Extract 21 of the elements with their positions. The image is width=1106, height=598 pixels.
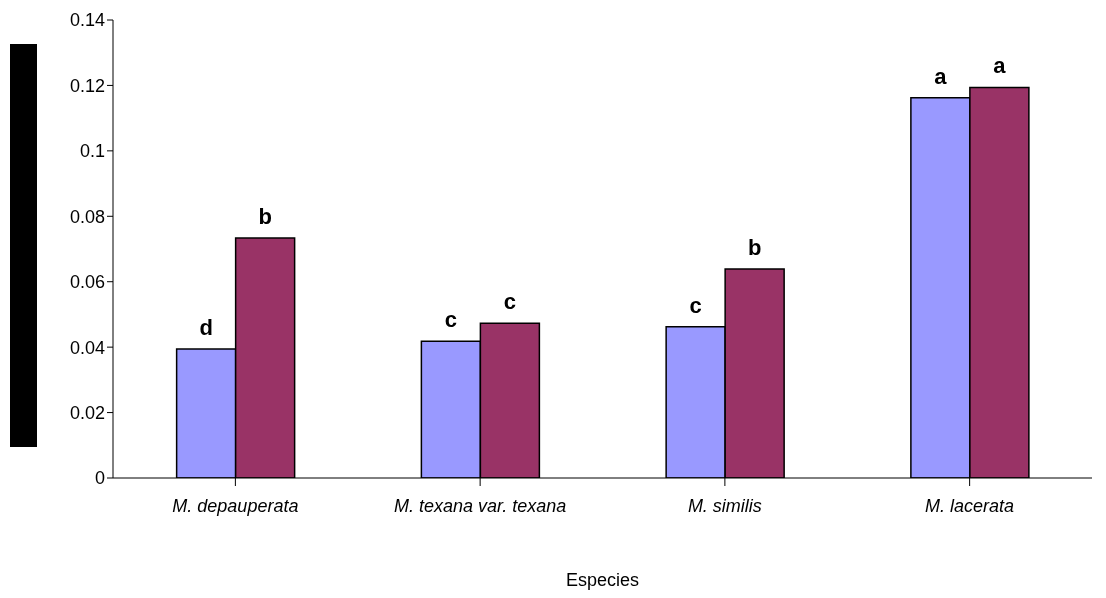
data-label: b [258, 203, 272, 229]
data-label: c [689, 292, 702, 318]
x-axis-title: Especies [565, 570, 640, 590]
y-tick-label: 0.06 [69, 272, 105, 293]
data-label: c [503, 289, 517, 315]
x-tick-label: M. texana var. texana [393, 496, 567, 516]
y-tick-label: 0.14 [69, 10, 105, 31]
data-label: c [444, 307, 458, 333]
x-tick-label: M. lacerata [925, 496, 1015, 516]
data-label: a [993, 53, 1007, 79]
y-tick-label: 0.02 [69, 402, 105, 423]
data-label: d [199, 315, 213, 341]
data-label: a [934, 63, 948, 89]
x-tick-label: M. similis [687, 496, 762, 516]
y-tick-label: 0 [94, 468, 105, 489]
y-tick-label: 0.04 [69, 337, 105, 358]
x-tick-label: M. depauperata [172, 496, 299, 516]
data-label: b [747, 234, 762, 260]
y-tick-label: 0.12 [69, 75, 105, 96]
y-tick-label: 0.1 [79, 141, 105, 162]
y-tick-label: 0.08 [69, 206, 105, 227]
